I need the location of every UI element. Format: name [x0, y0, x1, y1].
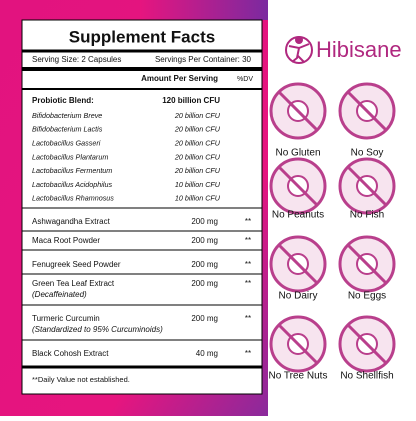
label: 40 mg: [196, 349, 218, 358]
badge: No Shellfish: [338, 315, 396, 382]
badge-slash: [346, 90, 388, 132]
label: 200 mg: [191, 236, 218, 245]
label: 10 billion CFU: [175, 180, 221, 189]
label: Lactobacillus Gasseri: [32, 139, 101, 148]
label: Ashwagandha Extract: [32, 217, 111, 226]
label: 20 billion CFU: [174, 111, 221, 120]
badge-slash: [346, 243, 388, 285]
label: 200 mg: [191, 314, 218, 323]
label: 200 mg: [191, 260, 218, 269]
label: 200 mg: [191, 217, 218, 226]
label: 200 mg: [191, 279, 218, 288]
label: 20 billion CFU: [174, 139, 221, 148]
badge-label: No Soy: [351, 148, 384, 159]
label: Turmeric Curcumin: [32, 314, 100, 323]
label: Fenugreek Seed Powder: [32, 260, 121, 269]
label: Green Tea Leaf Extract: [32, 279, 115, 288]
badge-slash: [277, 243, 319, 285]
brand-name: Hibisane: [316, 37, 402, 62]
label: 20 billion CFU: [174, 125, 221, 134]
badge-label: No Shellfish: [340, 371, 393, 382]
label: Black Cohosh Extract: [32, 349, 109, 358]
badge-label: No Tree Nuts: [269, 371, 328, 382]
badge-slash: [346, 323, 388, 365]
label: 20 billion CFU: [174, 152, 221, 161]
label: Lactobacillus Plantarum: [32, 152, 108, 161]
badge-slash: [277, 165, 319, 207]
badge-label: No Dairy: [279, 291, 318, 302]
label: Bifidobacterium Lactis: [32, 125, 103, 134]
label: Probiotic Blend:: [32, 96, 94, 105]
badge-label: No Gluten: [275, 148, 320, 159]
badge-label: No Eggs: [348, 291, 386, 302]
label: Lactobacillus Rhamnosus: [32, 194, 114, 203]
label: **: [245, 217, 251, 226]
badge: No Tree Nuts: [269, 315, 328, 382]
label: 10 billion CFU: [175, 194, 221, 203]
facts-box: [21, 19, 263, 395]
facts-title: Supplement Facts: [69, 27, 215, 46]
badge: No Fish: [338, 157, 396, 221]
label: **: [245, 349, 251, 358]
badge-slash: [346, 165, 388, 207]
badge-label: No Peanuts: [272, 210, 324, 221]
badge: No Eggs: [338, 235, 396, 302]
label: (Decaffeinated): [32, 290, 87, 299]
label: **: [245, 279, 251, 288]
badge: No Dairy: [269, 235, 327, 302]
label: Lactobacillus Acidophilus: [32, 180, 112, 189]
label: **Daily Value not established.: [32, 375, 130, 384]
logo-icon: [285, 36, 313, 64]
badge-slash: [277, 90, 319, 132]
label: 20 billion CFU: [174, 166, 221, 175]
label: **: [245, 314, 251, 323]
badge: No Peanuts: [269, 157, 327, 221]
label: Amount Per Serving: [141, 74, 218, 83]
backdrop-top: [140, 0, 268, 20]
label: 120 billion CFU: [162, 96, 220, 105]
label: %DV: [237, 76, 253, 83]
badge-label: No Fish: [350, 210, 384, 221]
label: Maca Root Powder: [32, 236, 100, 245]
badge: No Gluten: [269, 82, 327, 159]
label: (Standardized to 95% Curcuminoids): [32, 325, 163, 334]
badge-slash: [277, 323, 319, 365]
label: Lactobacillus Fermentum: [32, 166, 112, 175]
label: Servings Per Container: 30: [155, 55, 252, 64]
label: Serving Size: 2 Capsules: [32, 55, 121, 64]
label: Bifidobacterium Breve: [32, 111, 102, 120]
badge: No Soy: [338, 82, 396, 159]
label: **: [245, 236, 251, 245]
label: **: [245, 260, 251, 269]
